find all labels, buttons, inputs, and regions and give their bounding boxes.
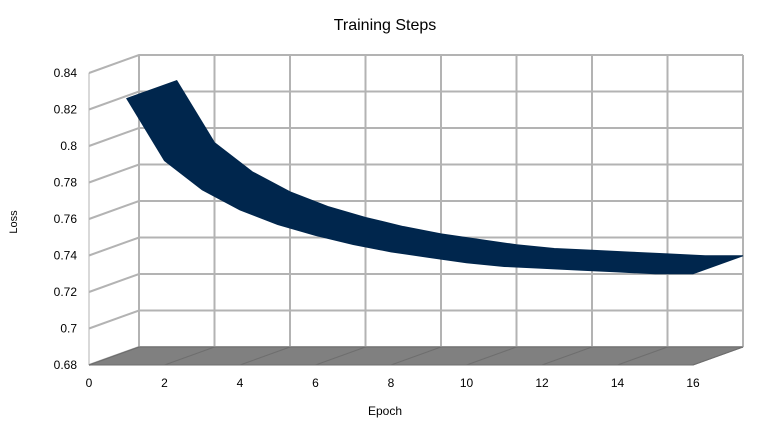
y-tick-label-4: 0.76 xyxy=(54,212,78,226)
floor-line-3 xyxy=(315,346,366,366)
x-tick-label-8: 16 xyxy=(686,376,700,390)
y-tick-label-3: 0.74 xyxy=(54,249,78,263)
y-tick-label-5: 0.78 xyxy=(54,176,78,190)
y-tick-label-7: 0.82 xyxy=(54,103,78,117)
hgrid-3 xyxy=(88,236,743,257)
chart-title: Training Steps xyxy=(333,17,437,34)
x-axis-label: Epoch xyxy=(367,404,403,418)
y-tick-label-6: 0.8 xyxy=(60,139,77,153)
floor-line-6 xyxy=(541,346,593,366)
x-tick-label-1: 2 xyxy=(161,376,168,390)
x-tick-label-6: 12 xyxy=(535,376,549,390)
hgrid-1 xyxy=(88,309,743,330)
hgrid-8 xyxy=(88,54,743,74)
floor-line-8 xyxy=(692,346,744,366)
x-tick-label-2: 4 xyxy=(237,376,244,390)
y-tick-label-8: 0.84 xyxy=(54,66,78,80)
hgrid-7 xyxy=(88,90,743,111)
x-tick-label-4: 8 xyxy=(388,376,395,390)
hgrid-4 xyxy=(88,200,743,220)
floor-line-2 xyxy=(239,346,291,366)
y-tick-label-2: 0.72 xyxy=(54,285,78,299)
x-tick-label-7: 14 xyxy=(611,376,625,390)
x-tick-label-0: 0 xyxy=(86,376,93,390)
y-tick-label-0: 0.68 xyxy=(54,358,78,372)
floor-line-4 xyxy=(390,346,442,366)
series-ribbon xyxy=(126,79,744,275)
y-axis-label: Loss xyxy=(8,210,20,234)
floor-line-5 xyxy=(466,346,517,366)
x-tick-label-3: 6 xyxy=(312,376,319,390)
floor-line-1 xyxy=(164,346,215,366)
y-tick-label-1: 0.7 xyxy=(60,322,77,336)
hgrid-5 xyxy=(88,163,743,184)
x-tick-label-5: 10 xyxy=(460,376,474,390)
floor-line-7 xyxy=(617,346,668,366)
hgrid-2 xyxy=(88,273,743,293)
hgrid-6 xyxy=(88,127,743,147)
floor-line-0 xyxy=(88,346,140,366)
